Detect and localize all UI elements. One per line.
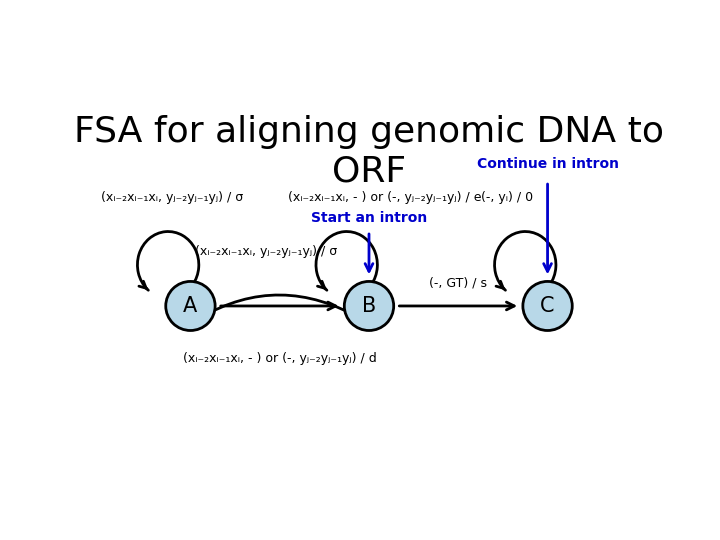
Text: (xᵢ₋₂xᵢ₋₁xᵢ, - ) or (-, yⱼ₋₂yⱼ₋₁yⱼ) / e: (xᵢ₋₂xᵢ₋₁xᵢ, - ) or (-, yⱼ₋₂yⱼ₋₁yⱼ) / e	[288, 191, 482, 204]
Text: (-, yᵢ) / 0: (-, yᵢ) / 0	[481, 191, 533, 204]
Text: Continue in intron: Continue in intron	[477, 157, 618, 171]
Text: (xᵢ₋₂xᵢ₋₁xᵢ, - ) or (-, yⱼ₋₂yⱼ₋₁yⱼ) / d: (xᵢ₋₂xᵢ₋₁xᵢ, - ) or (-, yⱼ₋₂yⱼ₋₁yⱼ) / d	[183, 352, 377, 365]
Circle shape	[523, 281, 572, 330]
Text: FSA for aligning genomic DNA to
ORF: FSA for aligning genomic DNA to ORF	[74, 114, 664, 188]
Circle shape	[166, 281, 215, 330]
Text: (xᵢ₋₂xᵢ₋₁xᵢ, yⱼ₋₂yⱼ₋₁yⱼ) / σ: (xᵢ₋₂xᵢ₋₁xᵢ, yⱼ₋₂yⱼ₋₁yⱼ) / σ	[194, 245, 337, 258]
Text: A: A	[184, 296, 197, 316]
Text: C: C	[540, 296, 555, 316]
Text: Start an intron: Start an intron	[311, 211, 427, 225]
Text: (-, GT) / s: (-, GT) / s	[429, 276, 487, 289]
Circle shape	[344, 281, 394, 330]
Text: (xᵢ₋₂xᵢ₋₁xᵢ, yⱼ₋₂yⱼ₋₁yⱼ) / σ: (xᵢ₋₂xᵢ₋₁xᵢ, yⱼ₋₂yⱼ₋₁yⱼ) / σ	[101, 191, 243, 204]
Text: B: B	[362, 296, 376, 316]
FancyArrowPatch shape	[200, 295, 361, 319]
